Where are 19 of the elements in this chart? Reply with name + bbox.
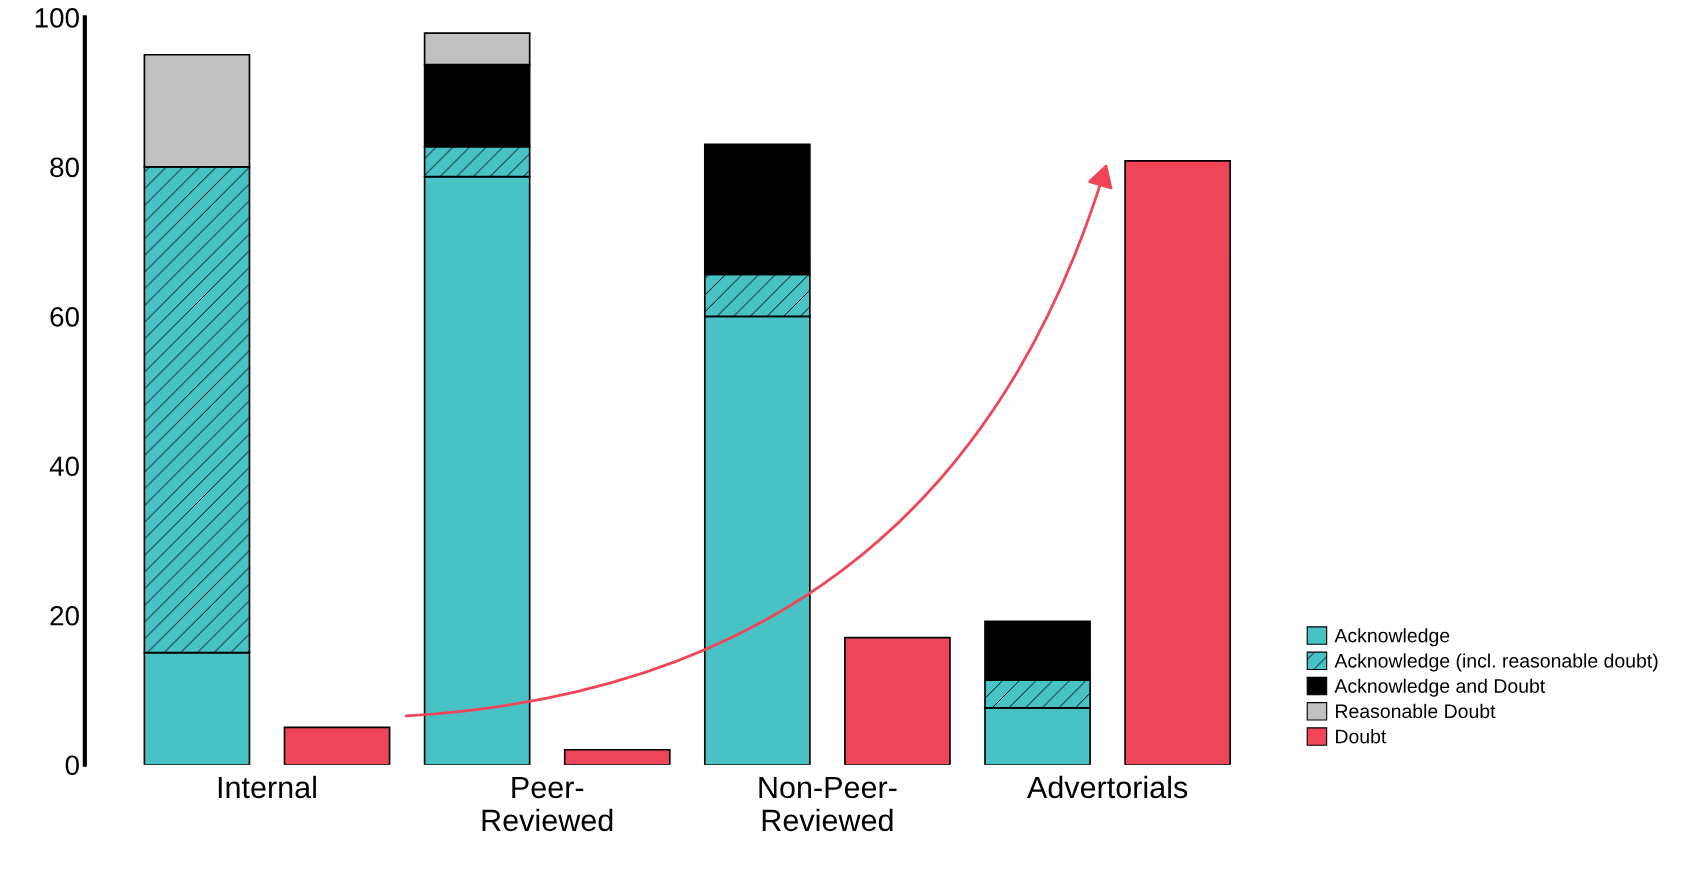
y-tick-label: 100 bbox=[35, 8, 79, 28]
y-tick-label: 0 bbox=[65, 755, 79, 776]
bar bbox=[1124, 160, 1232, 765]
legend-label: Reasonable Doubt bbox=[1336, 703, 1496, 719]
bar bbox=[844, 636, 951, 765]
x-tick-label: Non-Peer- Reviewed bbox=[759, 776, 897, 832]
x-tick-label: Peer- Reviewed bbox=[482, 776, 613, 832]
y-tick-label: 40 bbox=[49, 456, 79, 477]
legend-label: Acknowledge and Doubt bbox=[1334, 678, 1546, 697]
y-tick-label: 80 bbox=[50, 157, 79, 178]
bar bbox=[283, 726, 391, 765]
y-tick-label: 20 bbox=[50, 605, 79, 626]
legend-label: Acknowledge bbox=[1334, 628, 1450, 647]
bar bbox=[563, 748, 671, 765]
y-tick-label: 60 bbox=[50, 306, 79, 327]
x-tick-label: Advertorials bbox=[1026, 775, 1188, 799]
legend-label: Acknowledge (incl. reasonable doubt) bbox=[1334, 653, 1658, 672]
x-tick-label: Internal bbox=[218, 775, 316, 799]
legend-label: Doubt bbox=[1336, 729, 1387, 744]
